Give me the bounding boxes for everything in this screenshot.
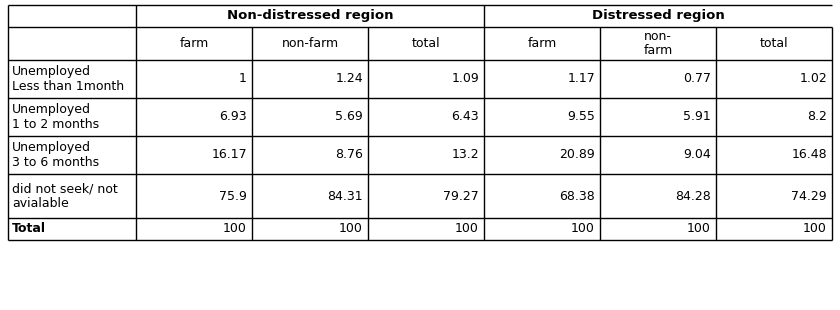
Text: 6.43: 6.43 <box>451 110 479 123</box>
Text: Distressed region: Distressed region <box>591 10 724 23</box>
Text: Non-distressed region: Non-distressed region <box>227 10 393 23</box>
Text: 100: 100 <box>687 223 711 236</box>
Text: 8.76: 8.76 <box>335 148 363 162</box>
Text: Unemployed
Less than 1month: Unemployed Less than 1month <box>12 65 124 93</box>
Text: total: total <box>759 37 788 50</box>
Text: 84.31: 84.31 <box>328 189 363 202</box>
Text: 68.38: 68.38 <box>559 189 595 202</box>
Text: non-
farm: non- farm <box>643 29 673 57</box>
Text: 6.93: 6.93 <box>219 110 247 123</box>
Text: total: total <box>412 37 440 50</box>
Text: 74.29: 74.29 <box>791 189 827 202</box>
Text: 16.17: 16.17 <box>212 148 247 162</box>
Text: 5.91: 5.91 <box>683 110 711 123</box>
Text: 79.27: 79.27 <box>444 189 479 202</box>
Text: 75.9: 75.9 <box>219 189 247 202</box>
Text: 1.02: 1.02 <box>799 73 827 86</box>
Text: 100: 100 <box>455 223 479 236</box>
Text: 100: 100 <box>571 223 595 236</box>
Text: 8.2: 8.2 <box>807 110 827 123</box>
Text: 9.55: 9.55 <box>567 110 595 123</box>
Text: 1.24: 1.24 <box>335 73 363 86</box>
Text: 16.48: 16.48 <box>791 148 827 162</box>
Text: 13.2: 13.2 <box>451 148 479 162</box>
Text: 100: 100 <box>223 223 247 236</box>
Text: 1.09: 1.09 <box>451 73 479 86</box>
Text: Unemployed
3 to 6 months: Unemployed 3 to 6 months <box>12 141 99 169</box>
Text: 20.89: 20.89 <box>559 148 595 162</box>
Text: 9.04: 9.04 <box>683 148 711 162</box>
Text: Total: Total <box>12 223 46 236</box>
Text: non-farm: non-farm <box>281 37 339 50</box>
Text: farm: farm <box>528 37 557 50</box>
Text: did not seek/ not
avialable: did not seek/ not avialable <box>12 182 118 210</box>
Text: farm: farm <box>180 37 208 50</box>
Text: 84.28: 84.28 <box>675 189 711 202</box>
Text: 1: 1 <box>239 73 247 86</box>
Text: 1.17: 1.17 <box>567 73 595 86</box>
Text: 100: 100 <box>803 223 827 236</box>
Text: 0.77: 0.77 <box>683 73 711 86</box>
Text: Unemployed
1 to 2 months: Unemployed 1 to 2 months <box>12 103 99 131</box>
Text: 5.69: 5.69 <box>335 110 363 123</box>
Text: 100: 100 <box>339 223 363 236</box>
